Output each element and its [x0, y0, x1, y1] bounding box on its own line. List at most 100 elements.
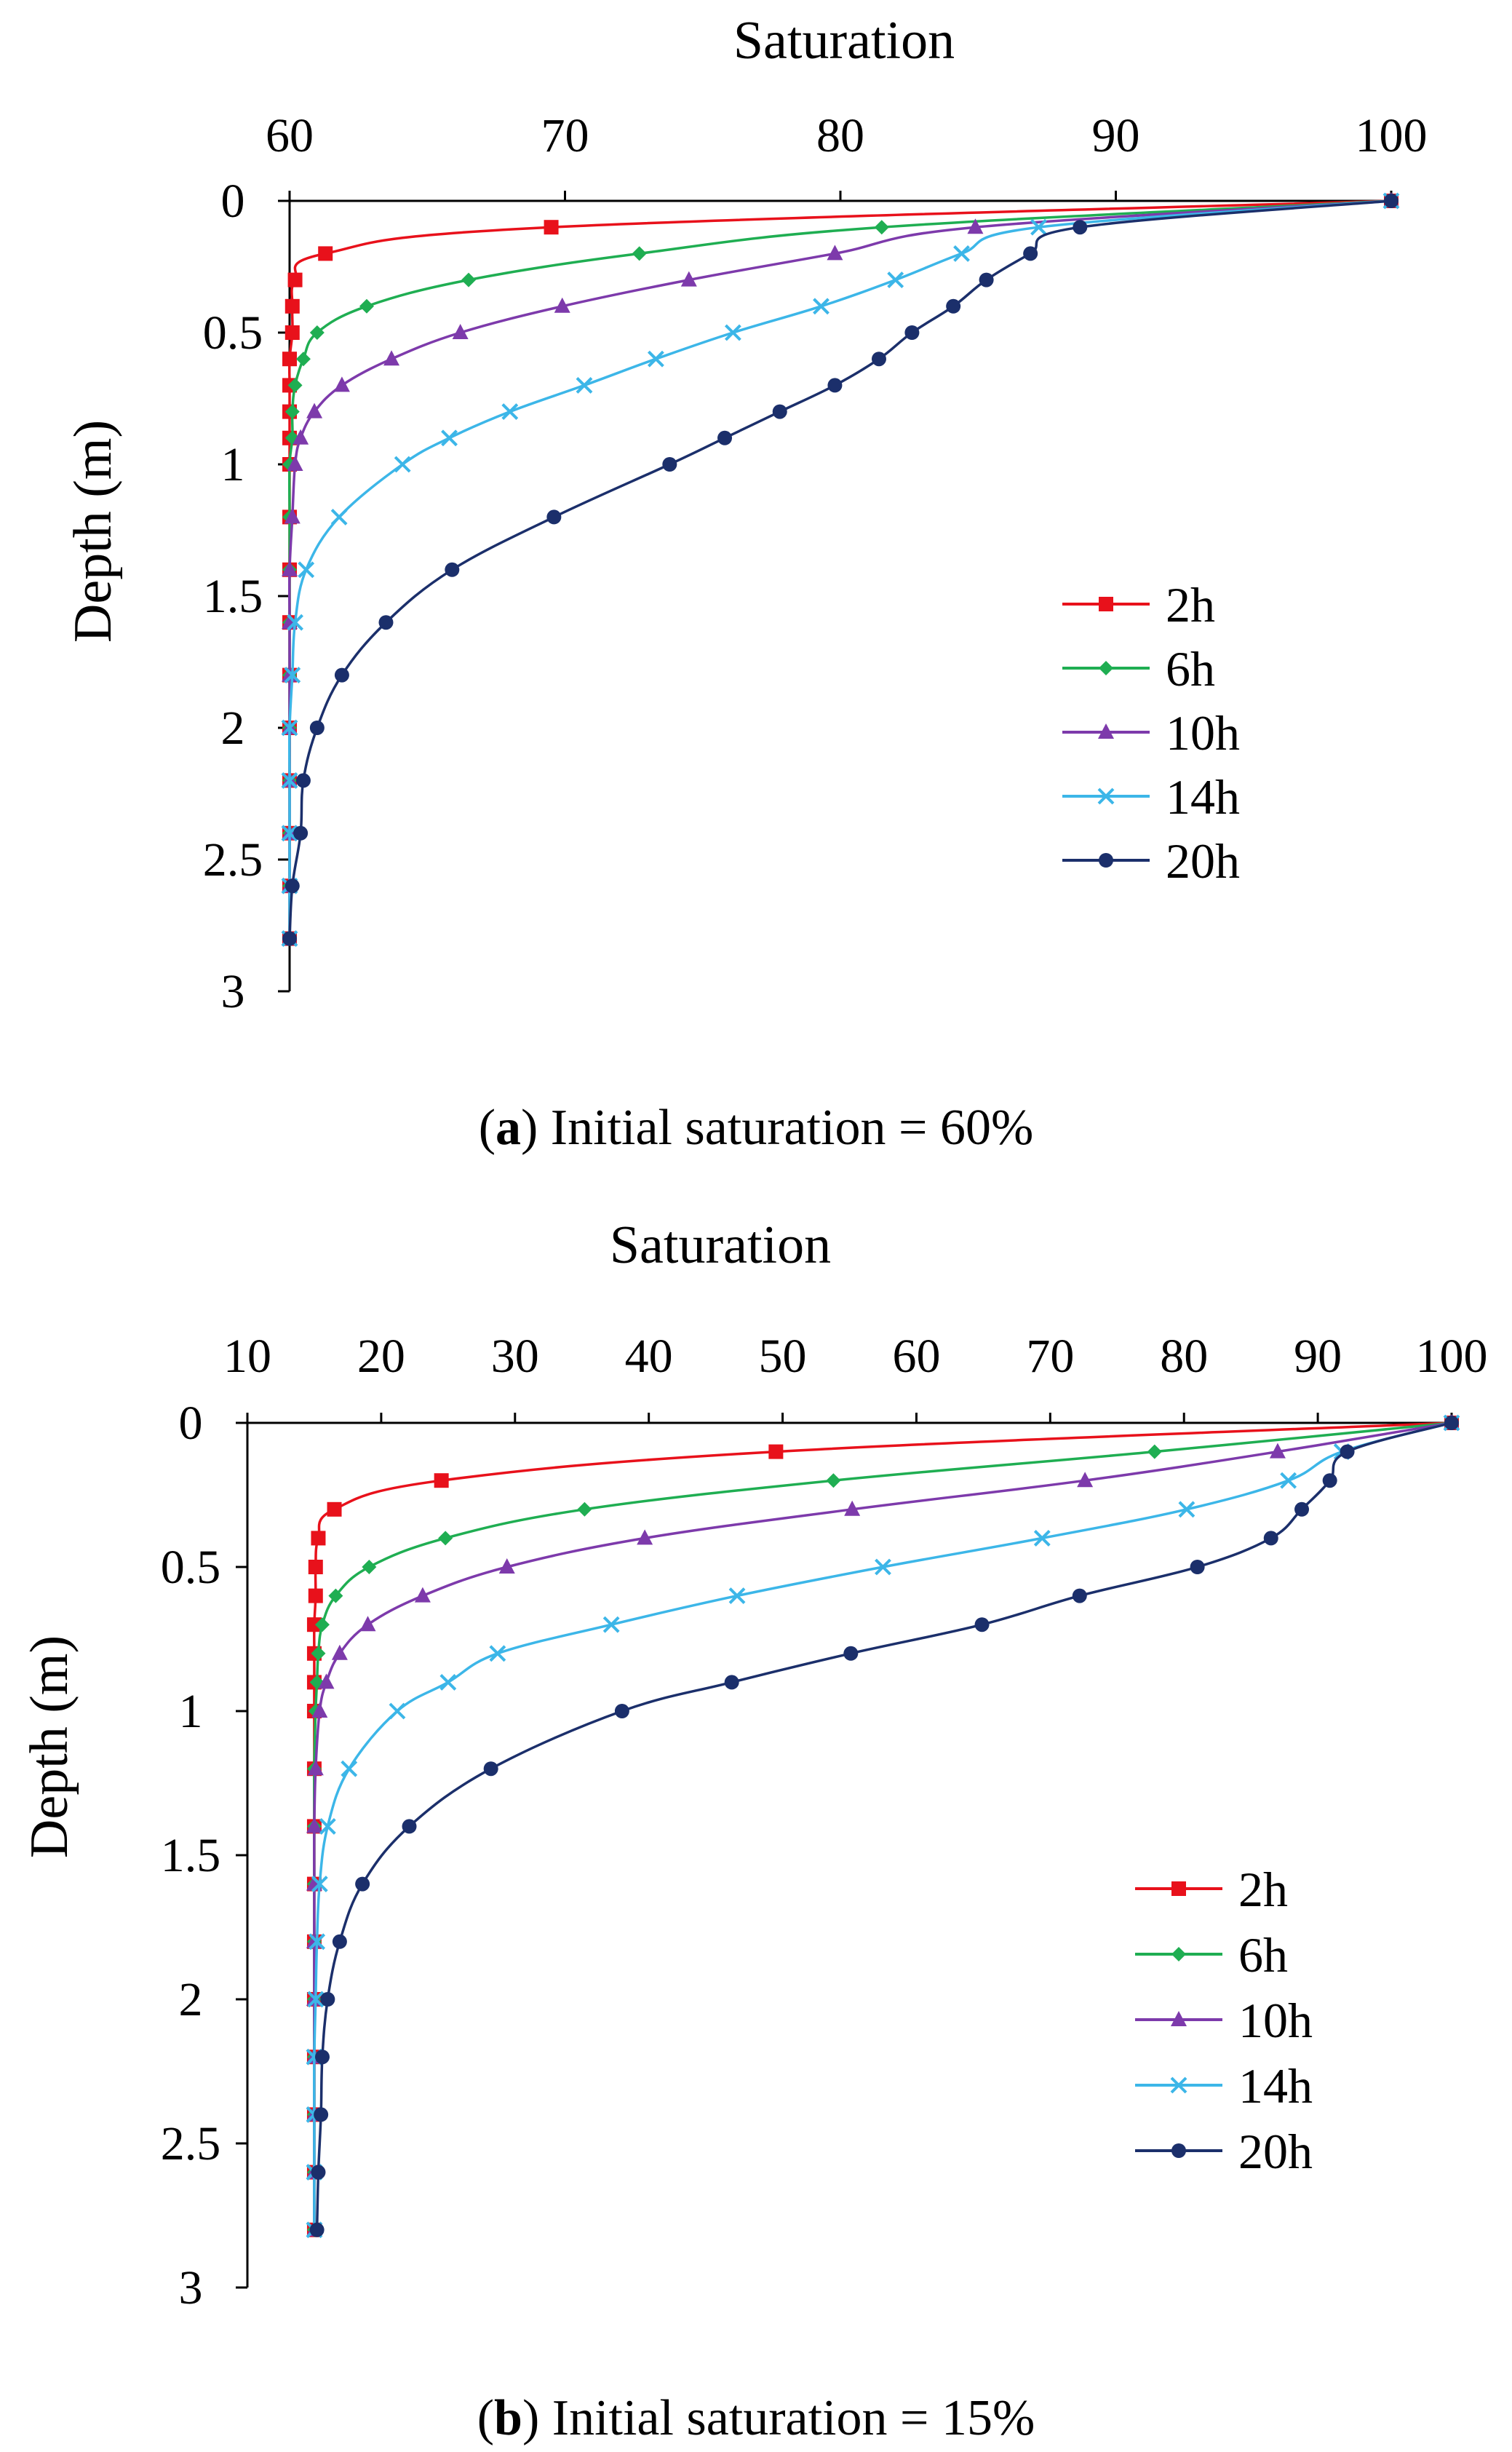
data-point	[319, 1817, 336, 1835]
data-point	[576, 376, 593, 394]
data-point	[1033, 1529, 1051, 1547]
data-point	[546, 509, 562, 525]
legend-marker	[1099, 853, 1113, 868]
y-tick-label: 1	[179, 1685, 203, 1738]
data-point	[979, 272, 994, 287]
data-point	[544, 220, 559, 235]
legend-label: 2h	[1238, 1862, 1288, 1917]
legend-item: 2h	[1135, 1862, 1288, 1917]
legend-item: 14h	[1062, 769, 1240, 825]
data-point	[383, 350, 400, 366]
y-tick-label: 3	[221, 965, 245, 1018]
data-point	[438, 1531, 453, 1546]
x-tick-label: 70	[1026, 1330, 1074, 1383]
x-tick-label: 70	[541, 109, 589, 162]
y-tick-label: 1.5	[203, 570, 263, 623]
chart-panel-b: Saturation Depth (m) 10 20 30 40 50 60 70 80 90 1…	[20, 1215, 1488, 2446]
data-point	[318, 1673, 335, 1689]
data-point	[1178, 1501, 1195, 1518]
legend-label: 2h	[1166, 577, 1215, 632]
legend-marker	[1171, 1947, 1186, 1961]
panel-letter: b	[494, 2390, 522, 2446]
data-point	[287, 378, 303, 393]
data-point	[327, 1501, 342, 1517]
data-point	[813, 298, 829, 315]
data-point	[314, 2050, 330, 2065]
x-tick-label: 30	[491, 1330, 539, 1383]
legend-label: 14h	[1238, 2058, 1313, 2114]
data-point	[284, 508, 301, 524]
data-point	[307, 1760, 324, 1776]
y-tick-label: 1.5	[161, 1829, 221, 1882]
legend-item: 20h	[1062, 833, 1240, 889]
legend-item: 10h	[1135, 1993, 1313, 2048]
data-point	[332, 1934, 347, 1949]
data-point	[378, 615, 394, 630]
data-point	[306, 1817, 322, 1833]
legend-marker	[1171, 1881, 1186, 1896]
data-point	[333, 376, 350, 392]
data-point	[602, 1616, 620, 1633]
data-point	[826, 1473, 841, 1488]
chart-panel-a: Saturation Depth (m) 60 70 80 90 100 0 0.5 1 1.5…	[63, 11, 1428, 1156]
y-tick-label: 2.5	[203, 833, 263, 886]
data-point	[1263, 1531, 1278, 1546]
data-point	[717, 430, 733, 445]
y-tick-label: 1	[221, 438, 245, 491]
y-axis-title: Depth (m)	[20, 1635, 79, 1858]
data-point	[285, 325, 300, 340]
legend-item: 2h	[1062, 577, 1215, 632]
legend-label: 20h	[1238, 2124, 1313, 2179]
x-tick-label: 50	[759, 1330, 807, 1383]
data-point	[647, 350, 664, 368]
data-point	[334, 667, 349, 683]
data-point	[875, 1558, 891, 1576]
panel-caption: (b) Initial saturation = 15%	[477, 2390, 1035, 2446]
x-tick-label: 90	[1092, 109, 1140, 162]
data-point	[445, 562, 460, 577]
data-point	[1030, 218, 1047, 236]
data-point	[501, 403, 519, 421]
x-tick-label: 100	[1416, 1330, 1488, 1383]
data-point	[887, 271, 904, 289]
data-point	[434, 1473, 449, 1488]
data-point	[309, 2222, 325, 2237]
data-point	[843, 1646, 859, 1661]
data-point	[287, 272, 303, 287]
legend-label: 10h	[1166, 705, 1240, 761]
data-point	[461, 272, 477, 287]
legend-item: 6h	[1062, 641, 1215, 697]
data-point	[874, 220, 889, 235]
y-tick-label: 0.5	[203, 306, 263, 360]
series-line	[315, 1421, 1452, 2230]
data-point	[285, 404, 300, 419]
data-point	[282, 352, 297, 367]
legend-marker	[1171, 2011, 1187, 2026]
caption-text: ) Initial saturation = 15%	[522, 2390, 1035, 2446]
data-point	[306, 1617, 322, 1632]
data-point	[285, 298, 300, 314]
data-point	[1073, 220, 1088, 235]
data-point	[311, 1646, 326, 1661]
data-point	[402, 1819, 417, 1834]
data-point	[293, 429, 309, 445]
series-14h	[306, 1414, 1460, 2239]
data-point	[318, 246, 333, 261]
data-point	[293, 825, 309, 841]
caption-text: ) Initial saturation = 60%	[521, 1100, 1033, 1156]
data-point	[1077, 1472, 1094, 1488]
data-point	[281, 825, 298, 842]
x-tick-label: 80	[816, 109, 864, 162]
legend-marker	[1170, 2076, 1187, 2094]
data-point	[1190, 1560, 1205, 1574]
data-point	[953, 245, 970, 262]
data-point	[452, 324, 469, 339]
y-tick-label: 0	[221, 175, 245, 228]
data-point	[306, 402, 323, 418]
data-point	[295, 352, 311, 367]
data-point	[307, 1991, 325, 2008]
x-axis-title: Saturation	[610, 1215, 831, 1275]
x-tick-label: 40	[625, 1330, 673, 1383]
data-point	[662, 457, 677, 472]
